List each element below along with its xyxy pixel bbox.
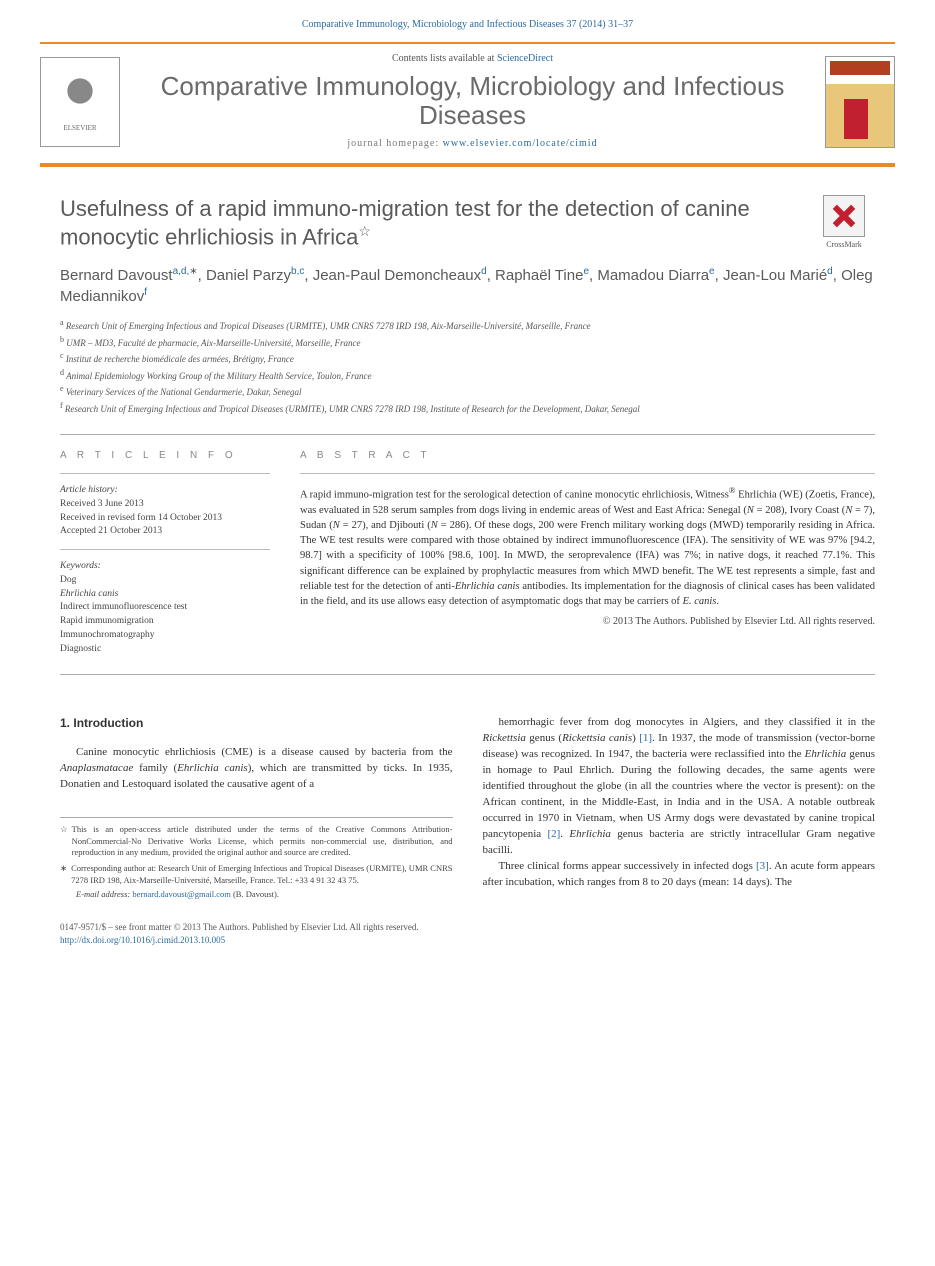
body-paragraph: hemorrhagic fever from dog monocytes in … bbox=[483, 715, 876, 858]
info-divider-1 bbox=[60, 473, 270, 474]
article-body: Usefulness of a rapid immuno-migration t… bbox=[0, 195, 935, 901]
email-line: E-mail address: bernard.davoust@gmail.co… bbox=[60, 889, 453, 901]
elsevier-tree-icon bbox=[55, 69, 105, 124]
abstract-label: A B S T R A C T bbox=[300, 449, 875, 463]
homepage-link[interactable]: www.elsevier.com/locate/cimid bbox=[443, 138, 598, 149]
doi-link[interactable]: http://dx.doi.org/10.1016/j.cimid.2013.1… bbox=[60, 935, 225, 945]
divider-bottom bbox=[60, 674, 875, 675]
publisher-name: ELSEVIER bbox=[63, 124, 96, 134]
article-title-text: Usefulness of a rapid immuno-migration t… bbox=[60, 196, 750, 249]
page-footer: 0147-9571/$ – see front matter © 2013 Th… bbox=[0, 901, 935, 970]
info-divider-2 bbox=[60, 549, 270, 550]
email-person: (B. Davoust). bbox=[233, 889, 279, 899]
affiliation-item: c Institut de recherche biomédicale des … bbox=[60, 350, 875, 367]
crossmark-widget[interactable]: CrossMark bbox=[813, 195, 875, 250]
body-paragraph: Canine monocytic ehrlichiosis (CME) is a… bbox=[60, 745, 453, 793]
abstract-column: A B S T R A C T A rapid immuno-migration… bbox=[300, 449, 875, 656]
affiliation-item: a Research Unit of Emerging Infectious a… bbox=[60, 317, 875, 334]
keyword-item: Immunochromatography bbox=[60, 629, 270, 643]
crossmark-label: CrossMark bbox=[813, 239, 875, 250]
history-header: Article history: bbox=[60, 484, 270, 498]
keyword-item: Ehrlichia canis bbox=[60, 588, 270, 602]
keywords-block: Keywords: DogEhrlichia canisIndirect imm… bbox=[60, 560, 270, 656]
title-footnote-star: ☆ bbox=[358, 223, 371, 239]
body-paragraph: Three clinical forms appear successively… bbox=[483, 859, 876, 891]
article-info-column: A R T I C L E I N F O Article history: R… bbox=[60, 449, 270, 656]
running-head: Comparative Immunology, Microbiology and… bbox=[0, 0, 935, 42]
history-item: Accepted 21 October 2013 bbox=[60, 525, 270, 539]
keyword-item: Rapid immunomigration bbox=[60, 615, 270, 629]
crossmark-icon bbox=[823, 195, 865, 237]
info-abstract-row: A R T I C L E I N F O Article history: R… bbox=[60, 449, 875, 656]
affiliations: a Research Unit of Emerging Infectious a… bbox=[60, 317, 875, 416]
masthead: ELSEVIER Contents lists available at Sci… bbox=[0, 44, 935, 163]
corresponding-email-link[interactable]: bernard.davoust@gmail.com bbox=[132, 889, 230, 899]
journal-title: Comparative Immunology, Microbiology and… bbox=[134, 72, 811, 129]
abstract-divider bbox=[300, 473, 875, 474]
homepage-prefix: journal homepage: bbox=[347, 138, 442, 149]
open-access-text: This is an open-access article distribut… bbox=[72, 824, 453, 860]
section-heading: 1. Introduction bbox=[60, 715, 453, 732]
footnotes: ☆ This is an open-access article distrib… bbox=[60, 817, 453, 901]
body-column-right: hemorrhagic fever from dog monocytes in … bbox=[483, 715, 876, 901]
open-access-note: ☆ This is an open-access article distrib… bbox=[60, 824, 453, 860]
divider-top bbox=[60, 434, 875, 435]
corresponding-author-note: ∗ Corresponding author at: Research Unit… bbox=[60, 863, 453, 887]
asterisk-symbol-icon: ∗ bbox=[60, 863, 67, 887]
keyword-item: Dog bbox=[60, 574, 270, 588]
article-history: Article history: Received 3 June 2013Rec… bbox=[60, 484, 270, 539]
article-info-label: A R T I C L E I N F O bbox=[60, 449, 270, 463]
affiliation-item: f Research Unit of Emerging Infectious a… bbox=[60, 400, 875, 417]
affiliation-item: b UMR – MD3, Faculté de pharmacie, Aix-M… bbox=[60, 334, 875, 351]
body-column-left: 1. Introduction Canine monocytic ehrlich… bbox=[60, 715, 453, 901]
keyword-item: Diagnostic bbox=[60, 643, 270, 657]
history-item: Received in revised form 14 October 2013 bbox=[60, 512, 270, 526]
section-title: Introduction bbox=[73, 716, 143, 730]
publisher-logo: ELSEVIER bbox=[40, 57, 120, 147]
authors: Bernard Davousta,d,∗, Daniel Parzyb,c, J… bbox=[60, 265, 875, 308]
homepage-line: journal homepage: www.elsevier.com/locat… bbox=[134, 137, 811, 151]
keyword-item: Indirect immunofluorescence test bbox=[60, 601, 270, 615]
email-label: E-mail address: bbox=[76, 889, 130, 899]
body-columns: 1. Introduction Canine monocytic ehrlich… bbox=[60, 715, 875, 901]
affiliation-item: e Veterinary Services of the National Ge… bbox=[60, 383, 875, 400]
journal-cover-thumbnail bbox=[825, 56, 895, 148]
abstract-copyright: © 2013 The Authors. Published by Elsevie… bbox=[300, 615, 875, 629]
history-item: Received 3 June 2013 bbox=[60, 498, 270, 512]
contents-prefix: Contents lists available at bbox=[392, 53, 497, 64]
star-symbol-icon: ☆ bbox=[60, 824, 68, 860]
footer-copyright: 0147-9571/$ – see front matter © 2013 Th… bbox=[60, 921, 875, 934]
contents-line: Contents lists available at ScienceDirec… bbox=[134, 52, 811, 66]
abstract-text: A rapid immuno-migration test for the se… bbox=[300, 484, 875, 609]
article-title: Usefulness of a rapid immuno-migration t… bbox=[60, 195, 793, 250]
sciencedirect-link[interactable]: ScienceDirect bbox=[497, 53, 553, 64]
masthead-center: Contents lists available at ScienceDirec… bbox=[134, 52, 811, 151]
keywords-header: Keywords: bbox=[60, 560, 270, 574]
affiliation-item: d Animal Epidemiology Working Group of t… bbox=[60, 367, 875, 384]
corresponding-text: Corresponding author at: Research Unit o… bbox=[71, 863, 452, 887]
section-number: 1. bbox=[60, 716, 70, 730]
title-row: Usefulness of a rapid immuno-migration t… bbox=[60, 195, 875, 250]
masthead-bottom-rule bbox=[40, 163, 895, 167]
